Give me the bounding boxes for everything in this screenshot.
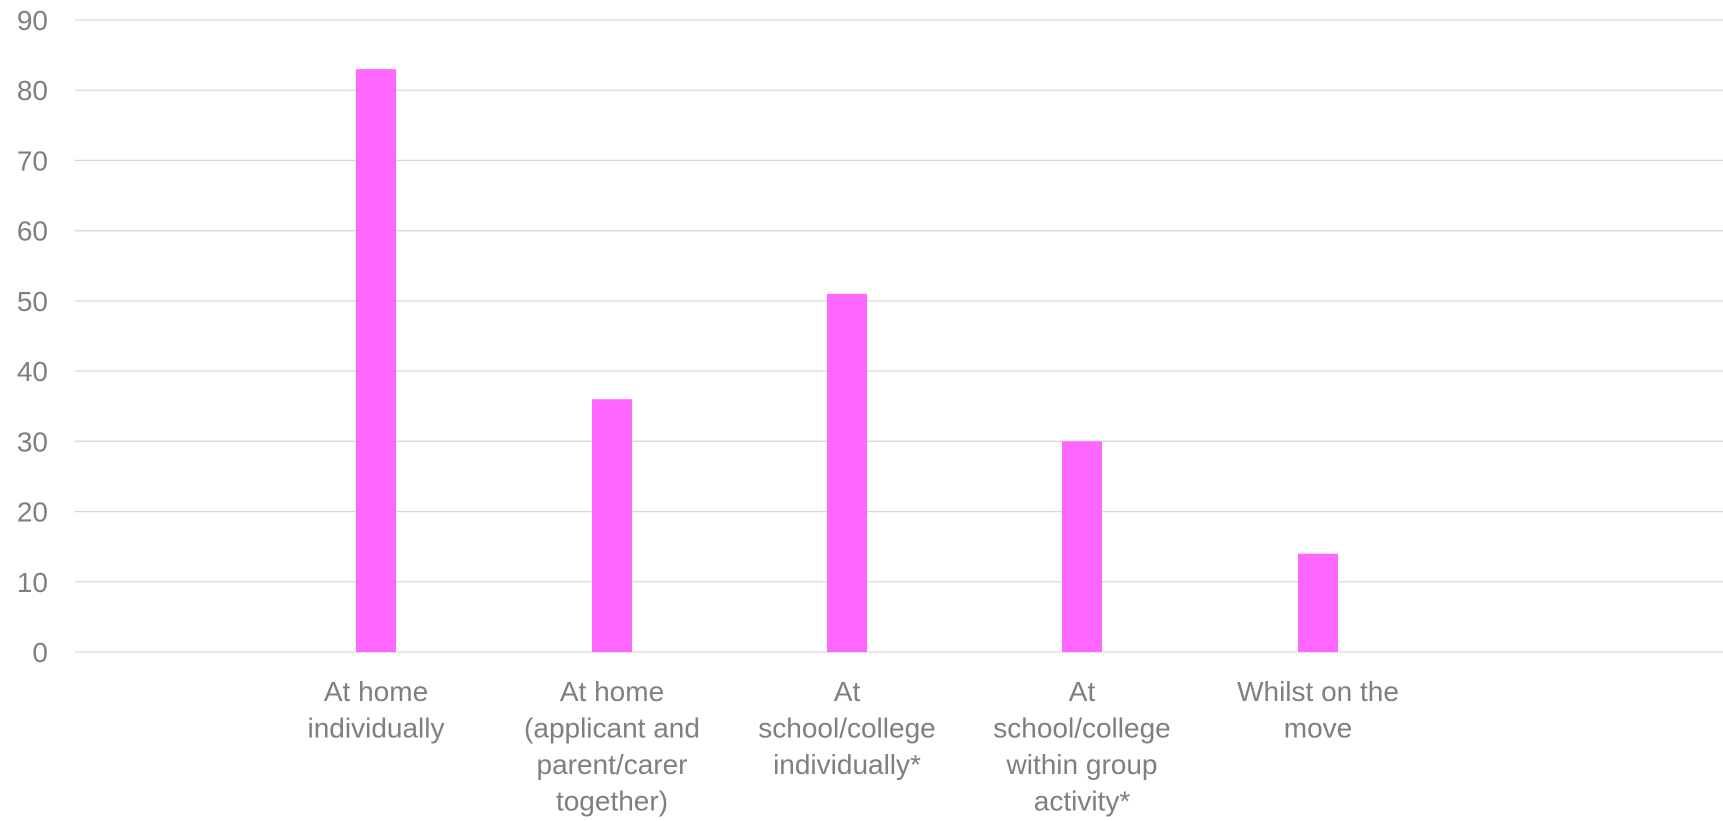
x-category-label: At school/college individually* — [758, 676, 935, 780]
x-category-label-line: individually* — [773, 749, 921, 780]
y-tick-label: 70 — [17, 145, 48, 176]
y-tick-label: 50 — [17, 286, 48, 317]
bar-4 — [1062, 441, 1102, 652]
bar-5 — [1298, 553, 1338, 652]
x-category-label-line: school/college — [758, 713, 935, 744]
x-category-label-line: individually — [308, 713, 445, 744]
x-category-label-line: At home — [560, 676, 664, 707]
x-category-label-line: activity* — [1034, 786, 1131, 817]
y-tick-label: 40 — [17, 356, 48, 387]
x-category-label: At home (applicant and parent/carer togethe… — [524, 676, 700, 817]
bar-3 — [827, 293, 867, 652]
y-tick-label: 60 — [17, 216, 48, 247]
y-tick-label: 10 — [17, 567, 48, 598]
x-category-label-line: together) — [556, 786, 668, 817]
y-axis-tick-labels: 0 10 20 30 40 50 60 70 80 90 — [17, 5, 48, 668]
x-category-label-line: At — [834, 676, 861, 707]
x-category-label: Whilst on the move — [1237, 676, 1399, 744]
y-tick-label: 80 — [17, 75, 48, 106]
x-category-label-line: At — [1069, 676, 1096, 707]
bar-1 — [356, 69, 396, 652]
y-tick-label: 20 — [17, 497, 48, 528]
y-tick-label: 30 — [17, 426, 48, 457]
x-category-label: At school/college within group activity* — [993, 676, 1170, 817]
x-category-label-line: Whilst on the — [1237, 676, 1399, 707]
x-category-label-line: parent/carer — [537, 749, 688, 780]
x-category-label: At home individually — [308, 676, 445, 744]
x-axis-category-labels: At home individually At home (applicant and… — [308, 676, 1399, 817]
y-tick-label: 0 — [32, 637, 48, 668]
bar-2 — [592, 399, 632, 652]
x-category-label-line: At home — [324, 676, 428, 707]
x-category-label-line: (applicant and — [524, 713, 700, 744]
x-category-label-line: move — [1284, 713, 1352, 744]
x-category-label-line: school/college — [993, 713, 1170, 744]
y-tick-label: 90 — [17, 5, 48, 36]
gridlines — [75, 19, 1723, 653]
x-category-label-line: within group — [1006, 749, 1158, 780]
bars — [356, 69, 1338, 652]
